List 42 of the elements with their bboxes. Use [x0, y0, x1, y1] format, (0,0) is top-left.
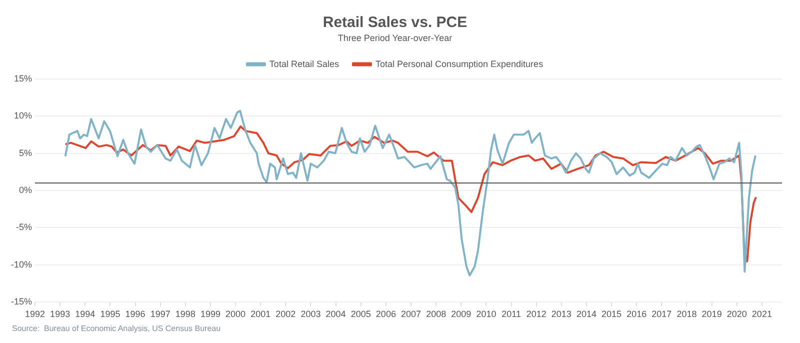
x-tick-label: 2004 — [326, 309, 346, 320]
x-tick-label: 1993 — [50, 309, 70, 320]
x-tick-label: 2008 — [426, 309, 446, 320]
x-tick-label: 2013 — [551, 309, 572, 320]
x-tick-label: 2005 — [350, 309, 371, 320]
x-tick-label: 2018 — [676, 309, 697, 320]
chart-title: Retail Sales vs. PCE — [322, 14, 468, 32]
x-tick-label: 2011 — [502, 309, 521, 320]
legend-label: Total Personal Consumption Expenditures — [375, 58, 544, 69]
y-tick-label: -15% — [10, 296, 32, 307]
x-tick-label: 2016 — [626, 309, 647, 320]
y-tick-label: 10% — [14, 110, 32, 121]
x-tick-label: 2020 — [726, 309, 747, 320]
x-tick-label: 1992 — [24, 309, 46, 320]
x-tick-label: 1995 — [100, 309, 120, 320]
y-tick-label: 5% — [18, 148, 32, 158]
x-tick-label: 2001 — [250, 309, 271, 320]
legend-label: Total Retail Sales — [269, 58, 340, 69]
x-tick-label: 1996 — [125, 309, 146, 320]
x-tick-label: 2003 — [300, 309, 321, 320]
source-note: Source: Bureau of Economic Analysis, US Census Bureau — [12, 324, 221, 334]
x-tick-label: 2014 — [576, 309, 596, 320]
y-tick-label: 15% — [14, 73, 32, 84]
x-tick-label: 2015 — [602, 309, 622, 320]
x-tick-label: 1997 — [150, 309, 170, 320]
x-tick-label: 2012 — [526, 309, 546, 320]
y-tick-label: -5% — [16, 222, 32, 232]
x-tick-label: 2021 — [752, 309, 772, 320]
x-tick-label: 2006 — [376, 309, 396, 320]
x-tick-label: 2007 — [400, 309, 422, 320]
x-tick-label: 2000 — [226, 309, 246, 320]
x-tick-label: 2009 — [451, 309, 472, 320]
x-tick-label: 1999 — [200, 309, 220, 320]
chart-subtitle: Three Period Year-over-Year — [338, 32, 452, 43]
x-tick-label: 2019 — [702, 309, 722, 320]
y-tick-label: 0% — [18, 184, 32, 195]
x-tick-label: 1994 — [75, 309, 96, 320]
x-tick-label: 2002 — [276, 309, 296, 320]
y-tick-label: -10% — [10, 259, 32, 270]
x-tick-label: 2017 — [652, 309, 672, 320]
x-tick-label: 2010 — [476, 309, 496, 320]
x-tick-label: 1998 — [175, 309, 196, 320]
